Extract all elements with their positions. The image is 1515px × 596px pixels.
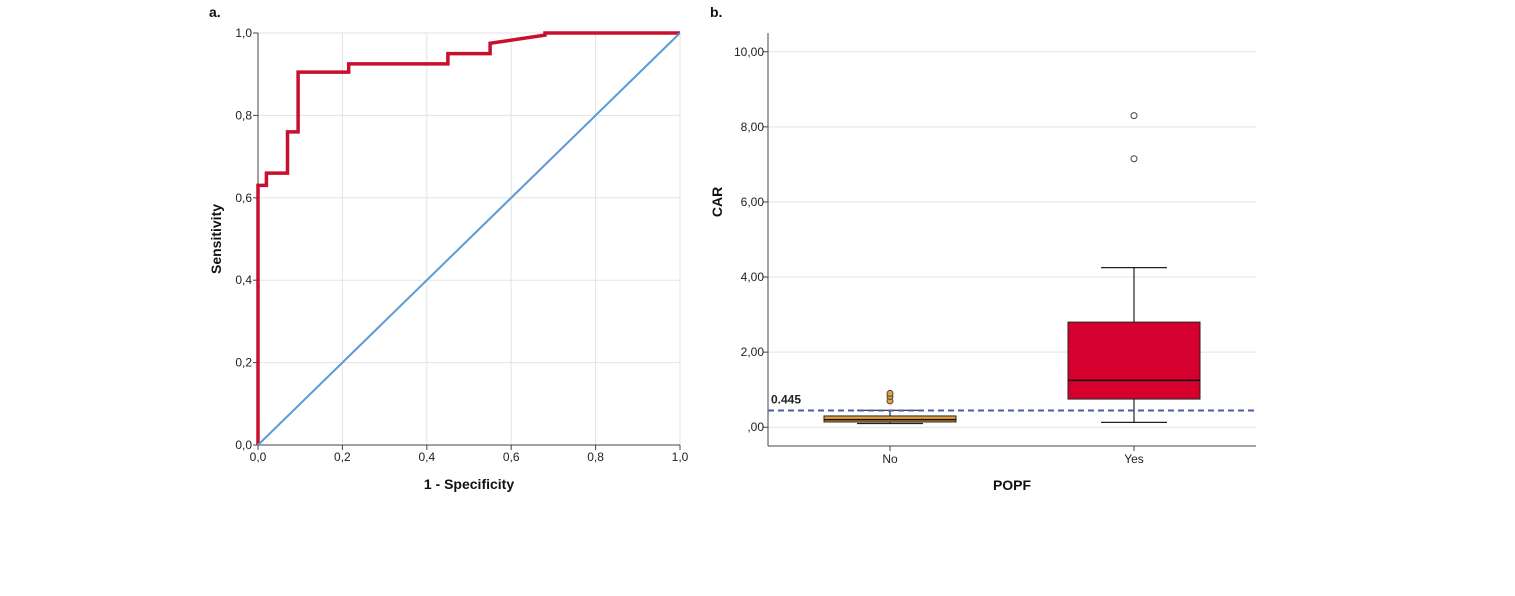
y-tick-label: 0,0: [235, 438, 252, 452]
outlier-point: [1130, 155, 1138, 163]
y-tick-label: 0,2: [235, 356, 252, 370]
x-axis-label: POPF: [993, 477, 1032, 493]
y-tick-label: 4,00: [741, 270, 765, 284]
y-axis-label: Sensitivity: [208, 204, 224, 274]
x-tick-label: 0,6: [503, 450, 520, 464]
roc-curve-line: [256, 31, 680, 445]
outlier-point: [886, 389, 894, 397]
y-tick-label: ,00: [747, 420, 764, 434]
panel-label: a.: [209, 4, 221, 20]
x-tick-label: 0,8: [587, 450, 604, 464]
reference-diagonal-line: [257, 32, 681, 446]
box-iqr: [1067, 321, 1201, 400]
outlier-point: [1130, 112, 1138, 120]
panel-label: b.: [710, 4, 722, 20]
y-tick-label: 0,8: [235, 108, 252, 122]
cutoff-reference-label: 0.445: [771, 393, 801, 407]
y-tick-label: 0,6: [235, 191, 252, 205]
x-tick-label: 0,0: [250, 450, 267, 464]
x-tick-label: 0,2: [334, 450, 351, 464]
roc-chart: 0,00,0 0,2 0,2 0,4 0,4 0,6 0,6 0,8 0,8 1,0 1,0 1 - …: [208, 4, 689, 492]
x-axis-label: 1 - Specificity: [424, 476, 514, 492]
x-tick-label: No: [882, 452, 898, 466]
y-tick-label: 8,00: [741, 120, 765, 134]
y-axis-label: CAR: [709, 187, 725, 217]
x-tick-label: Yes: [1124, 452, 1144, 466]
boxplot-chart: ,00 2,00 4,00 6,00 8,00 10,00 No Yes 0.445 POPF CA…: [709, 4, 1256, 493]
y-tick-label: 10,00: [734, 45, 764, 59]
y-tick-label: 1,0: [235, 26, 252, 40]
y-tick-label: 0,4: [235, 273, 252, 287]
y-tick-label: 2,00: [741, 345, 765, 359]
x-tick-label: 1,0: [672, 450, 689, 464]
y-tick-label: 6,00: [741, 195, 765, 209]
x-tick-label: 0,4: [418, 450, 435, 464]
